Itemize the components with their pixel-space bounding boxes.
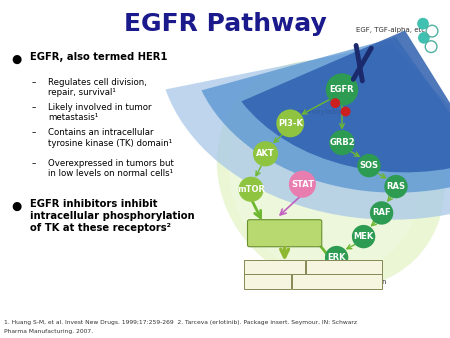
Ellipse shape xyxy=(289,171,316,198)
FancyBboxPatch shape xyxy=(292,274,382,289)
Text: Likely involved in tumor
metastasis¹: Likely involved in tumor metastasis¹ xyxy=(48,103,152,122)
Text: Angiogenesis: Angiogenesis xyxy=(245,279,290,285)
Ellipse shape xyxy=(418,32,430,44)
Ellipse shape xyxy=(341,106,351,117)
FancyBboxPatch shape xyxy=(248,220,322,247)
Text: EGFR, also termed HER1: EGFR, also termed HER1 xyxy=(30,52,168,63)
Text: EGFR: EGFR xyxy=(330,85,354,94)
Ellipse shape xyxy=(370,201,393,225)
Text: –: – xyxy=(32,159,36,168)
Text: ●: ● xyxy=(11,52,22,65)
FancyBboxPatch shape xyxy=(244,274,291,289)
Ellipse shape xyxy=(325,246,348,269)
Text: GRB2: GRB2 xyxy=(329,138,355,147)
Text: RAS: RAS xyxy=(387,182,405,191)
Text: Cell proliferation: Cell proliferation xyxy=(247,264,302,270)
Wedge shape xyxy=(166,44,450,220)
Text: –: – xyxy=(32,128,36,138)
Ellipse shape xyxy=(357,154,381,177)
Ellipse shape xyxy=(330,98,340,108)
Wedge shape xyxy=(241,30,450,172)
Text: Overexpressed in tumors but
in low levels on normal cells¹: Overexpressed in tumors but in low level… xyxy=(48,159,174,178)
Text: ERK: ERK xyxy=(327,253,346,262)
Text: STAT: STAT xyxy=(291,180,314,189)
Text: mTOR: mTOR xyxy=(237,185,265,194)
Text: SOS: SOS xyxy=(360,161,378,170)
Text: Pharma Manufacturing. 2007.: Pharma Manufacturing. 2007. xyxy=(4,329,94,334)
Ellipse shape xyxy=(253,141,278,166)
Ellipse shape xyxy=(326,73,358,106)
Text: –: – xyxy=(32,78,36,87)
Text: RAF: RAF xyxy=(372,209,391,217)
FancyBboxPatch shape xyxy=(306,260,382,274)
Text: EGFR inhibitors inhibit
intracellular phosphorylation
of TK at these receptors²: EGFR inhibitors inhibit intracellular ph… xyxy=(30,199,195,233)
Text: phosphorylation: phosphorylation xyxy=(287,108,346,115)
Text: Regulates cell division,
repair, survival¹: Regulates cell division, repair, surviva… xyxy=(48,78,147,97)
Text: EGF, TGF-alpha, etc: EGF, TGF-alpha, etc xyxy=(356,27,425,33)
Ellipse shape xyxy=(384,175,408,198)
Text: PI3-K: PI3-K xyxy=(278,119,303,128)
Text: Gene transcription
Cell cycle  progression: Gene transcription Cell cycle progressio… xyxy=(247,227,322,240)
Ellipse shape xyxy=(417,18,429,29)
Wedge shape xyxy=(202,37,450,193)
Ellipse shape xyxy=(238,177,264,202)
Text: Migration, Adhesion, Invasion: Migration, Adhesion, Invasion xyxy=(288,279,386,285)
Text: EGFR Pathway: EGFR Pathway xyxy=(124,12,326,36)
FancyBboxPatch shape xyxy=(244,260,305,274)
Text: ●: ● xyxy=(11,199,22,212)
Text: –: – xyxy=(32,103,36,112)
Text: AKT: AKT xyxy=(256,149,275,158)
Ellipse shape xyxy=(276,110,304,137)
Text: Contains an intracellular
tyrosine kinase (TK) domain¹: Contains an intracellular tyrosine kinas… xyxy=(48,128,172,148)
Text: Inhibition of apoptosis: Inhibition of apoptosis xyxy=(307,264,381,270)
Ellipse shape xyxy=(329,130,355,155)
Text: MEK: MEK xyxy=(354,232,373,241)
Ellipse shape xyxy=(229,80,419,275)
Ellipse shape xyxy=(217,60,445,288)
Ellipse shape xyxy=(352,225,375,248)
Text: 1. Huang S-M, et al. ​Invest New Drugs​. 1999;17:259-269  2. Tarceva (erlotinib): 1. Huang S-M, et al. ​Invest New Drugs​.… xyxy=(4,320,357,325)
